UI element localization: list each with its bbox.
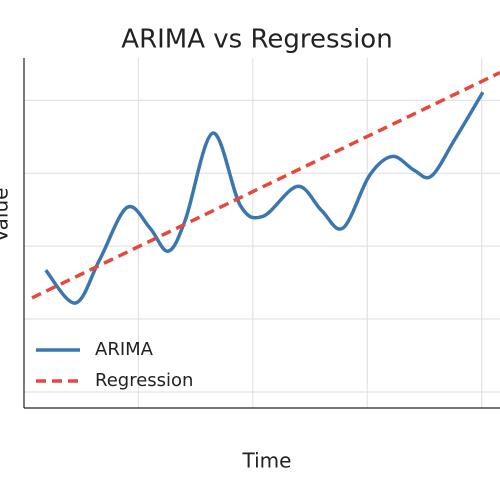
- chart-title: ARIMA vs Regression: [121, 25, 392, 55]
- line-series: [31, 71, 500, 300]
- y-axis-label: Value: [0, 188, 13, 243]
- x-axis-label: Time: [242, 449, 292, 473]
- legend-label: Regression: [95, 370, 193, 391]
- line-series: [44, 91, 485, 305]
- legend-label: ARIMA: [95, 339, 154, 360]
